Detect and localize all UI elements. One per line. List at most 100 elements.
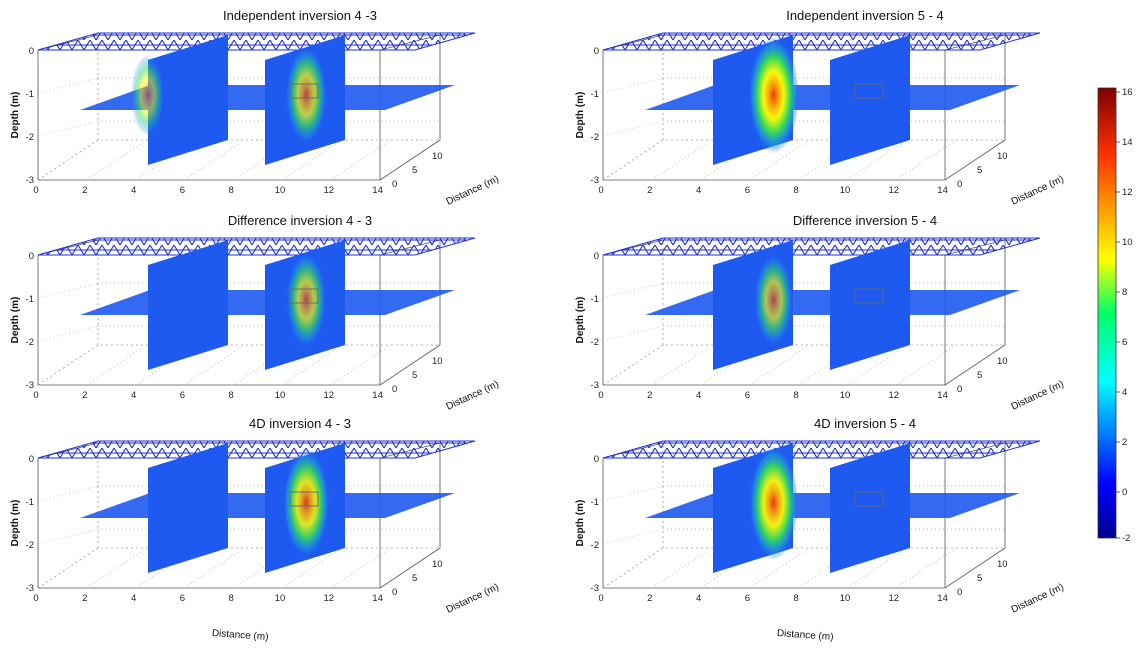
subplot-5: 4D inversion 4 - 30 2 4 6 8 10 12 140-1-2-3 0510… [10,416,501,643]
z-tick-label: 10 [997,559,1008,570]
y-tick-label: -2 [591,132,599,143]
z-tick-label: 10 [997,151,1008,162]
z-tick-label: 0 [392,179,397,190]
y-axis-label: Depth (m) [575,500,586,547]
colorbar-tick-label: 10 [1122,237,1133,248]
subplot-title: Independent inversion 5 - 4 [786,8,944,23]
x-tick-label: 2 [647,390,652,401]
y-tick-label: -1 [591,497,599,508]
x-tick-label: 4 [696,185,701,196]
y-tick-label: -3 [26,175,34,186]
target-box [854,288,884,304]
z-tick-label: 0 [957,587,962,598]
subplot-2: Independent inversion 5 - 4 0 2 4 6 8 10 12 14 0 -… [575,8,1066,208]
electrode-mesh [602,237,1041,256]
x-tick-label: 6 [745,185,750,196]
colorbar-tick-label: 12 [1122,187,1133,198]
x-tick-label: 10 [840,593,851,604]
z-tick-label: 0 [392,384,397,395]
z-tick-label: 10 [432,356,443,367]
x-tick-label: 14 [372,390,383,401]
colorbar-tick-label: 0 [1122,487,1127,498]
vertical-slice [148,443,228,573]
y-axis-label: Depth (m) [10,92,21,139]
x-tick-label: 10 [840,185,851,196]
x-tick-label: 4 [131,593,136,604]
z-axis-label: Distance (m) [1010,379,1066,413]
x-tick-label: 8 [229,593,234,604]
vertical-slice [830,443,910,573]
z-tick-label: 5 [412,573,417,584]
anomaly-blob [748,36,799,154]
y-tick-label: -3 [591,380,599,391]
x-tick-label: 2 [82,185,87,196]
z-tick-label: 10 [432,151,443,162]
z-tick-label: 0 [392,587,397,598]
x-tick-label: 14 [372,593,383,604]
x-tick-label: 14 [937,185,948,196]
anomaly-blob [754,253,793,347]
x-tick-label: 0 [598,390,603,401]
y-tick-label: 0 [594,46,599,57]
y-tick-label: -1 [26,497,34,508]
x-tick-label: 0 [33,185,38,196]
y-tick-label: 0 [29,454,34,465]
y-tick-label: -2 [26,540,34,551]
x-tick-label: 8 [794,185,799,196]
y-tick-label: -1 [26,294,34,305]
x-tick-label: 4 [696,593,701,604]
x-tick-label: 12 [889,185,900,196]
y-tick-label: 0 [594,251,599,262]
subplot-3: Difference inversion 4 - 3 0 2 4 6 8 10 12 14 0 -1… [10,213,501,413]
x-tick-label: 4 [131,185,136,196]
x-tick-label: 6 [180,593,185,604]
x-tick-label: 2 [647,593,652,604]
anomaly-blob [282,448,330,558]
target-box [854,491,884,507]
x-tick-label: 0 [598,185,603,196]
target-box [289,83,319,99]
z-axis-label: Distance (m) [1010,582,1066,616]
z-tick-label: 5 [412,165,417,176]
electrode-mesh [37,237,476,256]
x-tick-label: 8 [794,390,799,401]
z-axis-label: Distance (m) [445,582,501,616]
x-tick-label: 6 [745,390,750,401]
x-tick-label: 10 [275,390,286,401]
colorbar-tick-label: 8 [1122,287,1127,298]
y-tick-label: -1 [591,294,599,305]
x-tick-label: 6 [745,593,750,604]
anomaly-blob [130,54,165,136]
y-tick-label: -2 [26,132,34,143]
vertical-slice [148,240,228,370]
y-tick-label: 0 [594,454,599,465]
x-tick-label: 14 [937,593,948,604]
x-tick-label: 12 [324,593,335,604]
y-axis-label: Depth (m) [10,500,21,547]
x-tick-label: 2 [82,390,87,401]
colorbar-tick-label: -2 [1122,533,1130,544]
subplot-title: Difference inversion 5 - 4 [793,213,937,228]
x-tick-label: 10 [275,185,286,196]
y-tick-label: -1 [591,89,599,100]
x-tick-label: 8 [229,185,234,196]
vertical-slice [830,240,910,370]
x-tick-label: 8 [229,390,234,401]
target-box [289,491,319,507]
y-tick-label: -2 [591,540,599,551]
vertical-slice [830,35,910,165]
y-tick-label: -3 [26,380,34,391]
x-tick-label: 2 [82,593,87,604]
x-tick-label: 0 [33,390,38,401]
x-tick-label: 8 [794,593,799,604]
target-box [854,83,884,99]
x-tick-label: 2 [647,185,652,196]
x-tick-label: 4 [131,390,136,401]
anomaly-blob [748,445,799,561]
x-tick-label: 12 [889,593,900,604]
z-axis-label: Distance (m) [445,379,501,413]
x-tick-label: 14 [372,185,383,196]
electrode-mesh [602,32,1041,51]
electrode-mesh [602,440,1041,459]
